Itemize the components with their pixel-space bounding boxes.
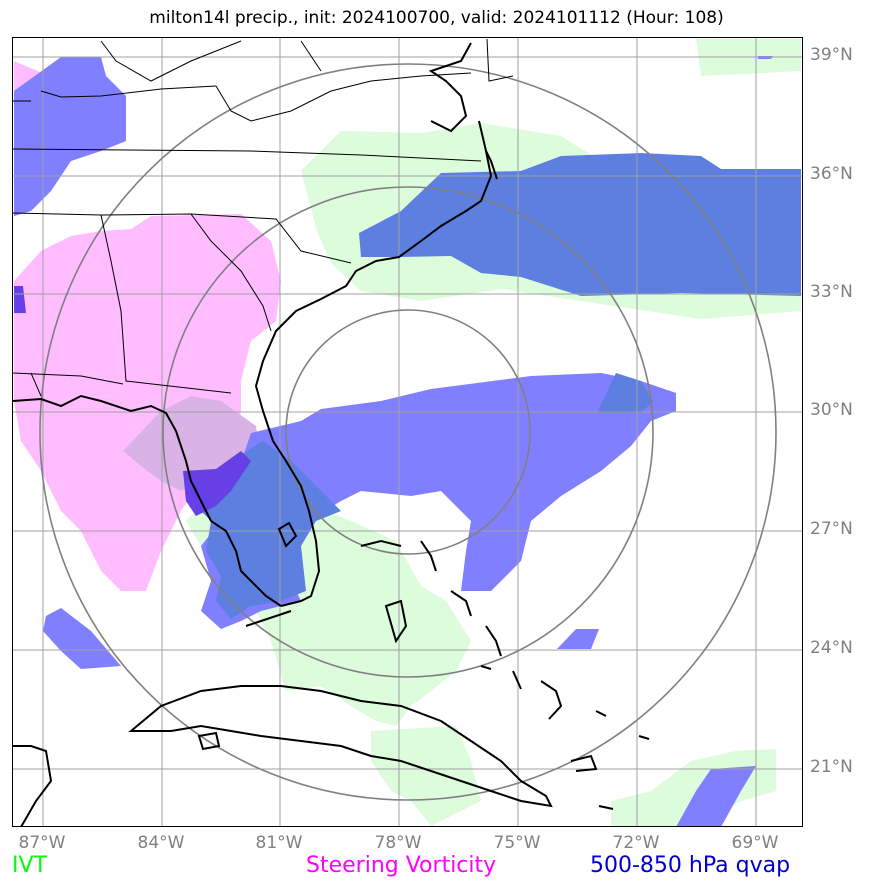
qvap-region-atlantic-dark <box>597 373 653 413</box>
lat-label-24n: 24°N <box>810 638 853 658</box>
legend-vorticity: Steering Vorticity <box>306 853 497 878</box>
lon-label-72w: 72°W <box>612 833 660 853</box>
lon-label-75w: 75°W <box>493 833 541 853</box>
lon-label-78w: 78°W <box>374 833 422 853</box>
grand-bahama <box>360 539 402 547</box>
lat-label-33n: 33°N <box>810 282 853 302</box>
qvap-region-se <box>676 766 756 826</box>
andros <box>384 599 408 644</box>
qvap-region-nw <box>14 57 126 216</box>
small-island-4 <box>638 735 650 740</box>
qvap-region-gulf-small <box>43 608 121 669</box>
vorticity-region-southeast <box>14 214 281 591</box>
qvap-region-florida-dark <box>201 441 341 619</box>
qvap-field <box>14 56 801 826</box>
lat-label-30n: 30°N <box>810 400 853 420</box>
lake-okeechobee <box>277 521 298 548</box>
isle-of-youth <box>197 731 221 751</box>
ivt-region-cuba-south <box>371 726 481 826</box>
qvap-region-bahamas-small <box>557 629 599 649</box>
lon-label-84w: 84°W <box>137 833 185 853</box>
cuba <box>128 685 553 808</box>
map-panel <box>12 37 803 827</box>
coastline-florida-east <box>254 120 493 607</box>
acklins <box>540 680 563 720</box>
graticule <box>13 38 802 826</box>
yucatan <box>13 745 53 826</box>
lat-label-27n: 27°N <box>810 519 853 539</box>
small-island-3 <box>595 710 607 717</box>
exuma <box>485 625 502 657</box>
hispaniola-west <box>570 754 598 772</box>
ring-inner <box>285 309 531 555</box>
small-island-5 <box>598 805 614 810</box>
lat-label-36n: 36°N <box>810 164 853 184</box>
keys <box>245 610 292 627</box>
coastline-outer-banks <box>485 150 498 180</box>
qvap-region-west-edge <box>14 286 26 313</box>
legend-qvap: 500-850 hPa qvap <box>590 853 791 878</box>
coastline-chesapeake <box>428 42 472 133</box>
distance-rings <box>39 63 777 801</box>
lat-label-39n: 39°N <box>810 45 853 65</box>
lat-label-21n: 21°N <box>810 757 853 777</box>
qvap-region-carolinas <box>359 153 801 296</box>
map-title: milton14l precip., init: 2024100700, val… <box>149 8 724 28</box>
small-island-1 <box>480 665 492 670</box>
small-island-2 <box>512 670 522 690</box>
coastlines <box>13 42 498 627</box>
ring-outer <box>39 63 777 801</box>
lon-label-69w: 69°W <box>731 833 779 853</box>
abaco <box>420 540 437 572</box>
legend-ivt: IVT <box>12 853 47 878</box>
eleuthera <box>450 590 472 617</box>
ring-middle <box>162 186 654 678</box>
state-borders <box>13 38 514 397</box>
lon-label-81w: 81°W <box>255 833 303 853</box>
lon-label-87w: 87°W <box>18 833 66 853</box>
qvap-region-florida <box>201 373 676 629</box>
caribbean-coastlines <box>13 539 650 826</box>
map-canvas <box>13 38 802 826</box>
coastline-gulf <box>13 394 282 607</box>
